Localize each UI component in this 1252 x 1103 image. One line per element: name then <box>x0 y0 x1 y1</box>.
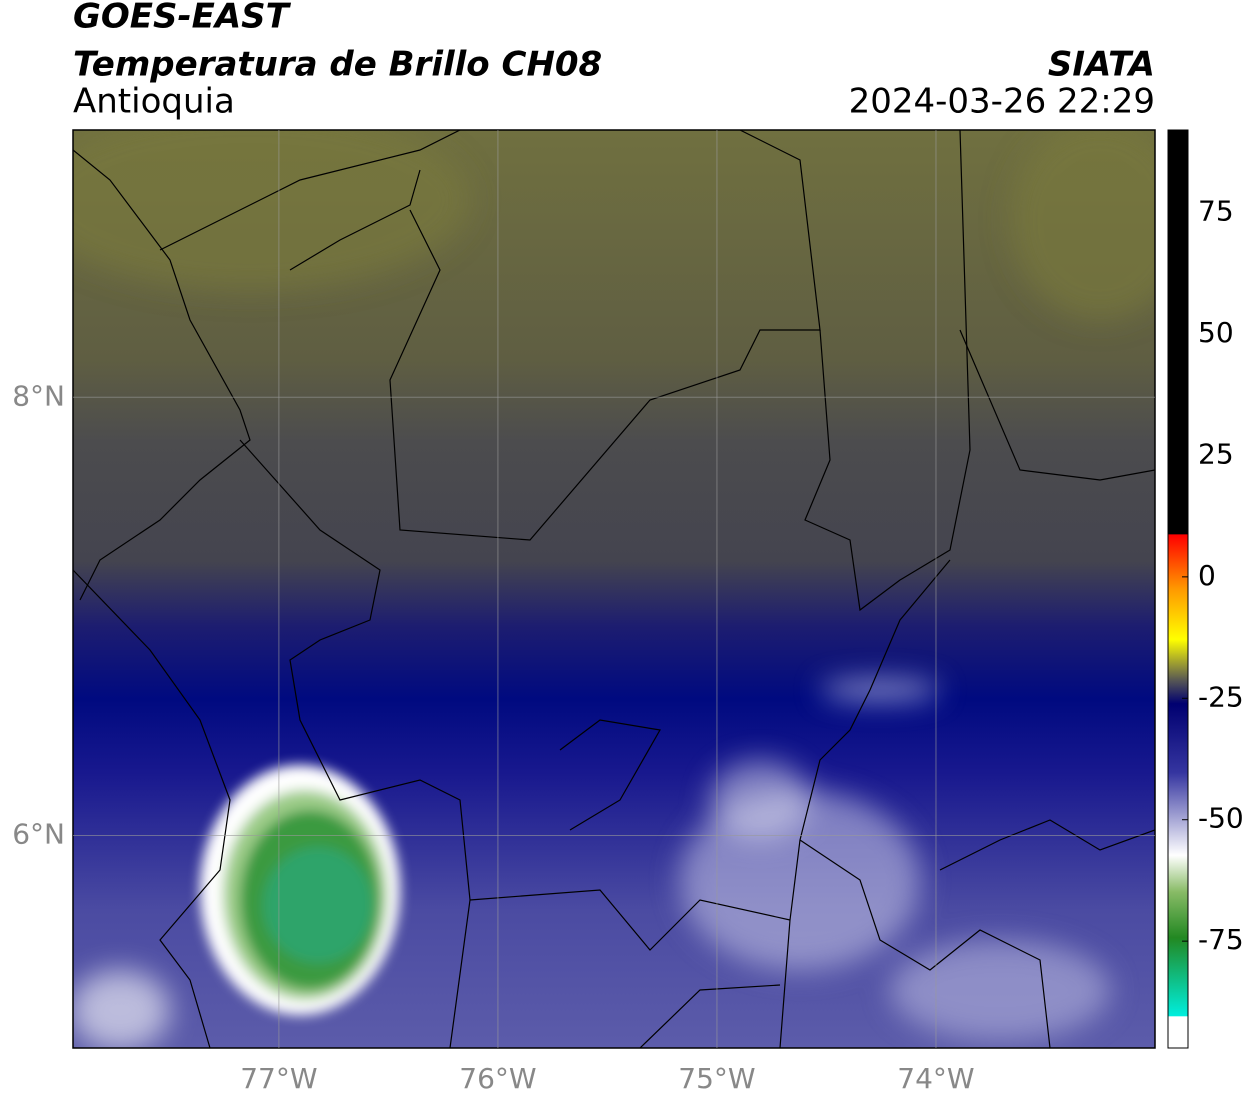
y-tick-label: 6°N <box>12 817 65 850</box>
title: GOES-EAST <box>73 0 292 37</box>
y-tick-label: 8°N <box>12 379 65 412</box>
satellite-image <box>73 130 1155 1048</box>
x-tick-label: 76°W <box>459 1062 536 1095</box>
subtitle: Temperatura de Brillo CH08 <box>73 45 602 85</box>
colorbar-tick-label: -50 <box>1198 802 1244 835</box>
agency: SIATA <box>1048 45 1155 85</box>
colorbar <box>1167 129 1189 1049</box>
region: Antioquia <box>73 82 235 122</box>
colorbar-tick-label: 75 <box>1198 195 1234 228</box>
colorbar-tick-label: -25 <box>1198 680 1244 713</box>
timestamp: 2024-03-26 22:29 <box>849 82 1155 122</box>
map-frame <box>72 129 1156 1049</box>
colorbar-tick-label: 0 <box>1198 559 1216 592</box>
colorbar-tick-label: 25 <box>1198 437 1234 470</box>
colorbar-tick-label: -75 <box>1198 923 1244 956</box>
x-tick-label: 74°W <box>897 1062 974 1095</box>
x-tick-label: 77°W <box>240 1062 317 1095</box>
colorbar-tick-label: 50 <box>1198 316 1234 349</box>
x-tick-label: 75°W <box>678 1062 755 1095</box>
